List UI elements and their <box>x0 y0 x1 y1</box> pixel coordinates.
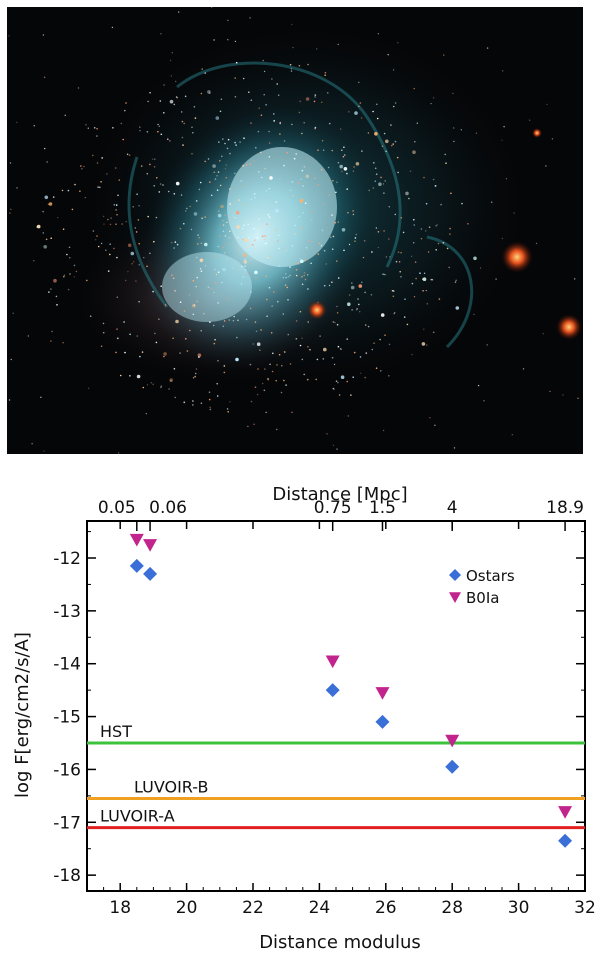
top-tick-label: 0.05 <box>98 498 136 518</box>
y-tick-label: -18 <box>53 866 81 886</box>
y-tick-label: -14 <box>53 655 81 675</box>
y-tick-label: -17 <box>53 813 81 833</box>
flux-vs-distance-chart: Distance [Mpc] Distance modulus log F[er… <box>0 470 596 953</box>
top-tick-label: 0.06 <box>149 498 187 518</box>
reference-line-label-hst: HST <box>100 722 132 741</box>
top-tick-label: 1.5 <box>369 498 396 518</box>
chart-svg: Distance [Mpc] Distance modulus log F[er… <box>12 484 596 953</box>
x-tick-label: 22 <box>242 898 264 918</box>
x-tick-label: 26 <box>375 898 397 918</box>
data-point-b0ia <box>129 533 144 547</box>
top-tick-label: 0.75 <box>314 498 352 518</box>
y-axis-title: log F[erg/cm2/s/A] <box>12 632 33 798</box>
data-point-b0ia <box>558 806 573 819</box>
reference-line-label-luvoir-a: LUVOIR-A <box>100 807 175 826</box>
legend-label-ostars: Ostars <box>466 567 515 585</box>
data-point-b0ia <box>143 539 158 552</box>
top-tick-label: 4 <box>447 498 458 518</box>
legend-marker-ostars <box>449 569 461 581</box>
data-point-b0ia <box>375 687 390 700</box>
x-tick-label: 18 <box>109 898 131 918</box>
x-tick-label: 30 <box>508 898 530 918</box>
x-tick-label: 28 <box>441 898 463 918</box>
data-point-b0ia <box>445 734 460 748</box>
y-tick-label: -16 <box>53 760 81 780</box>
top-axis-title: Distance [Mpc] <box>272 484 407 505</box>
y-tick-label: -12 <box>53 549 81 569</box>
galaxy-photo-render <box>8 7 582 454</box>
legend-marker-b0ia <box>449 592 461 603</box>
data-point-ostars <box>129 558 144 573</box>
galaxy-image <box>7 7 583 454</box>
data-point-ostars <box>143 566 158 581</box>
legend-label-b0ia: B0Ia <box>466 589 499 607</box>
y-tick-label: -13 <box>53 602 81 622</box>
y-tick-label: -15 <box>53 708 81 728</box>
data-point-ostars <box>375 714 390 729</box>
data-point-ostars <box>325 683 340 698</box>
top-tick-label: 18.9 <box>546 498 584 518</box>
x-axis-title: Distance modulus <box>259 932 421 950</box>
x-tick-label: 32 <box>574 898 596 918</box>
data-point-ostars <box>558 833 573 848</box>
x-tick-label: 20 <box>176 898 198 918</box>
data-point-b0ia <box>325 655 340 669</box>
x-tick-label: 24 <box>309 898 331 918</box>
reference-line-label-luvoir-b: LUVOIR-B <box>134 778 208 797</box>
data-point-ostars <box>445 759 460 774</box>
